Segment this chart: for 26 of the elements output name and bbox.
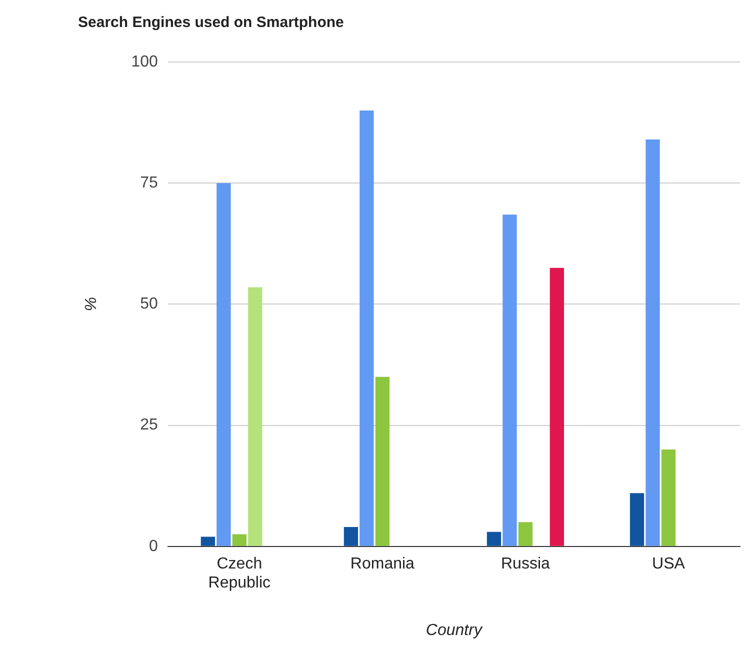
bar xyxy=(344,527,358,546)
y-tick-label: 100 xyxy=(131,53,158,70)
bar xyxy=(360,110,374,546)
bar xyxy=(630,493,644,546)
bar xyxy=(550,268,564,546)
y-tick-label: 75 xyxy=(140,174,158,192)
bar xyxy=(200,536,216,546)
x-tick-label: Czech Republic xyxy=(208,555,271,592)
bar xyxy=(232,534,246,546)
x-tick-label: USA xyxy=(652,555,686,572)
bar xyxy=(375,376,390,546)
bar xyxy=(646,140,660,546)
x-tick-label: Romania xyxy=(350,555,415,572)
x-tick-label: Russia xyxy=(501,555,550,572)
y-tick-label: 25 xyxy=(140,416,158,434)
bar xyxy=(502,214,517,546)
x-axis-title: Country xyxy=(426,622,483,639)
chart-title: Search Engines used on Smartphone xyxy=(78,14,344,32)
y-tick-label: 0 xyxy=(148,538,158,555)
bar xyxy=(661,450,676,546)
bar xyxy=(486,532,502,546)
bar xyxy=(216,183,231,546)
bar xyxy=(248,287,262,546)
y-axis-title: % xyxy=(83,297,100,312)
y-tick-label: 50 xyxy=(140,296,158,313)
bar xyxy=(518,522,533,546)
